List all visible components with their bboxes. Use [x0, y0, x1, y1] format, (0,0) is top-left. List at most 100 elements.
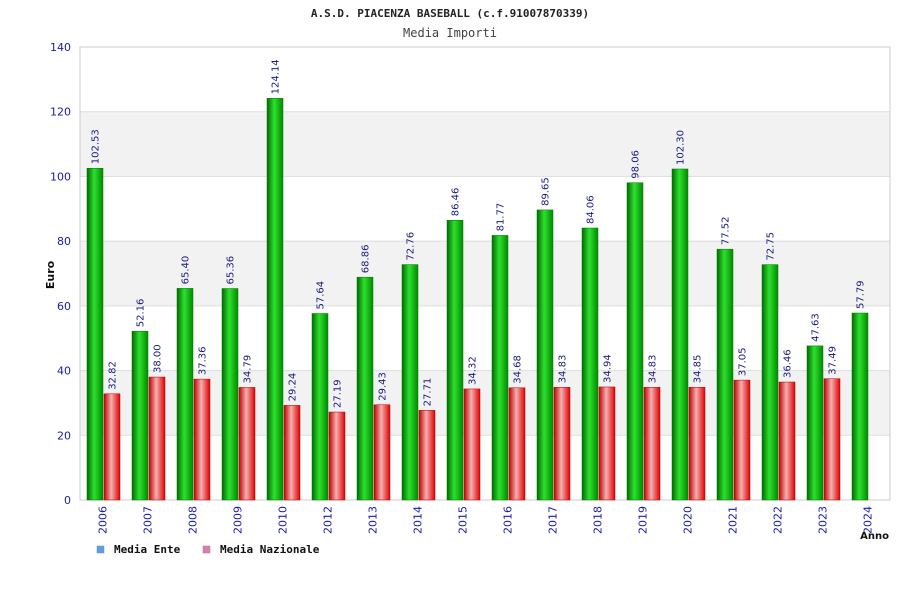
bar-media-nazionale-2023	[823, 378, 841, 501]
x-tick-label: 2008	[187, 506, 200, 534]
legend-label-media-nazionale: Media Nazionale	[220, 543, 320, 556]
x-tick-label: 2010	[277, 506, 290, 534]
bar-media-ente-2022	[761, 264, 779, 501]
bar-media-nazionale-2015	[463, 388, 481, 501]
bar-media-ente-2014	[401, 264, 419, 501]
data-label: 27.71	[423, 378, 434, 407]
grid-band	[80, 111, 890, 177]
plot-area	[79, 46, 891, 501]
bar-media-ente-2009	[221, 288, 239, 501]
x-tick-label: 2013	[367, 506, 380, 534]
chart-title: A.S.D. PIACENZA BASEBALL (c.f.9100787033…	[311, 7, 589, 20]
bar-media-nazionale-2008	[193, 378, 211, 501]
data-label: 124.14	[271, 59, 282, 94]
data-label: 57.79	[856, 280, 867, 309]
data-label: 81.77	[496, 203, 507, 232]
bar-media-ente-2017	[536, 209, 554, 501]
data-label: 27.19	[333, 379, 344, 408]
x-tick-label: 2015	[457, 506, 470, 534]
bar-media-ente-2010	[266, 98, 284, 501]
bar-media-ente-2023	[806, 345, 824, 501]
bar-media-ente-2012	[311, 313, 329, 501]
bar-media-nazionale-2007	[148, 376, 166, 501]
data-label: 65.40	[181, 256, 192, 285]
bar-media-nazionale-2021	[733, 379, 751, 501]
data-label: 36.46	[783, 349, 794, 378]
x-tick-label: 2006	[97, 506, 110, 534]
data-label: 29.24	[288, 373, 299, 402]
grid-band	[80, 241, 890, 306]
data-label: 77.52	[721, 217, 732, 246]
x-tick-label: 2009	[232, 506, 245, 534]
bar-media-ente-2007	[131, 330, 149, 501]
data-label: 34.32	[468, 356, 479, 385]
x-tick-label: 2023	[817, 506, 830, 534]
bar-media-ente-2019	[626, 182, 644, 501]
legend-swatch-media-nazionale	[202, 545, 211, 554]
data-label: 34.94	[603, 354, 614, 383]
data-label: 98.06	[631, 150, 642, 179]
data-label: 65.36	[226, 256, 237, 285]
data-label: 34.83	[648, 355, 659, 384]
x-tick-label: 2017	[547, 506, 560, 534]
x-tick-label: 2014	[412, 506, 425, 534]
bar-media-nazionale-2016	[508, 387, 526, 501]
data-label: 72.76	[406, 232, 417, 261]
x-tick-label: 2020	[682, 506, 695, 534]
bar-media-nazionale-2006	[103, 393, 121, 501]
grid-band	[80, 370, 890, 436]
bar-media-ente-2024	[851, 312, 869, 501]
y-tick-label: 0	[64, 494, 71, 507]
data-label: 37.05	[738, 347, 749, 376]
bar-media-nazionale-2012	[328, 411, 346, 501]
legend-label-media-ente: Media Ente	[114, 543, 181, 556]
x-axis-label: Anno	[860, 531, 889, 542]
x-tick-label: 2022	[772, 506, 785, 534]
bar-media-ente-2006	[86, 167, 104, 501]
x-tick-label: 2019	[637, 506, 650, 534]
bar-media-nazionale-2010	[283, 405, 301, 501]
legend: Media Ente Media Nazionale	[96, 543, 320, 556]
data-label: 72.75	[766, 232, 777, 261]
data-label: 89.65	[541, 177, 552, 206]
chart-subtitle: Media Importi	[403, 26, 497, 40]
bar-media-nazionale-2019	[643, 387, 661, 501]
bar-media-ente-2013	[356, 276, 374, 501]
data-label: 86.46	[451, 188, 462, 217]
legend-swatch-media-ente	[96, 545, 105, 554]
bar-media-nazionale-2020	[688, 386, 706, 501]
data-label: 37.36	[198, 346, 209, 375]
bar-media-ente-2021	[716, 248, 734, 501]
y-tick-label: 80	[57, 235, 71, 248]
y-tick-label: 60	[57, 300, 71, 313]
x-tick-label: 2021	[727, 506, 740, 534]
data-label: 34.83	[558, 355, 569, 384]
x-tick-label: 2012	[322, 506, 335, 534]
x-tick-label: 2016	[502, 506, 515, 534]
y-axis-label: Euro	[44, 260, 57, 289]
bar-media-ente-2015	[446, 219, 464, 501]
data-label: 47.63	[811, 313, 822, 342]
x-tick-label: 2007	[142, 506, 155, 534]
bar-media-nazionale-2013	[373, 404, 391, 501]
data-label: 84.06	[586, 195, 597, 224]
y-tick-label: 20	[57, 429, 71, 442]
data-label: 34.85	[693, 355, 704, 384]
data-label: 38.00	[153, 344, 164, 373]
y-tick-label: 120	[50, 106, 71, 119]
bar-media-ente-2016	[491, 235, 509, 501]
data-label: 57.64	[316, 281, 327, 310]
bar-media-nazionale-2022	[778, 381, 796, 501]
y-tick-label: 100	[50, 170, 71, 183]
data-label: 29.43	[378, 372, 389, 401]
x-tick-label: 2024	[862, 506, 875, 534]
bar-media-nazionale-2017	[553, 387, 571, 501]
y-tick-label: 40	[57, 365, 71, 378]
bar-media-nazionale-2018	[598, 386, 616, 501]
data-label: 34.79	[243, 355, 254, 384]
bar-media-ente-2008	[176, 288, 194, 501]
x-tick-label: 2018	[592, 506, 605, 534]
bar-media-nazionale-2009	[238, 387, 256, 501]
bar-media-ente-2020	[671, 168, 689, 501]
